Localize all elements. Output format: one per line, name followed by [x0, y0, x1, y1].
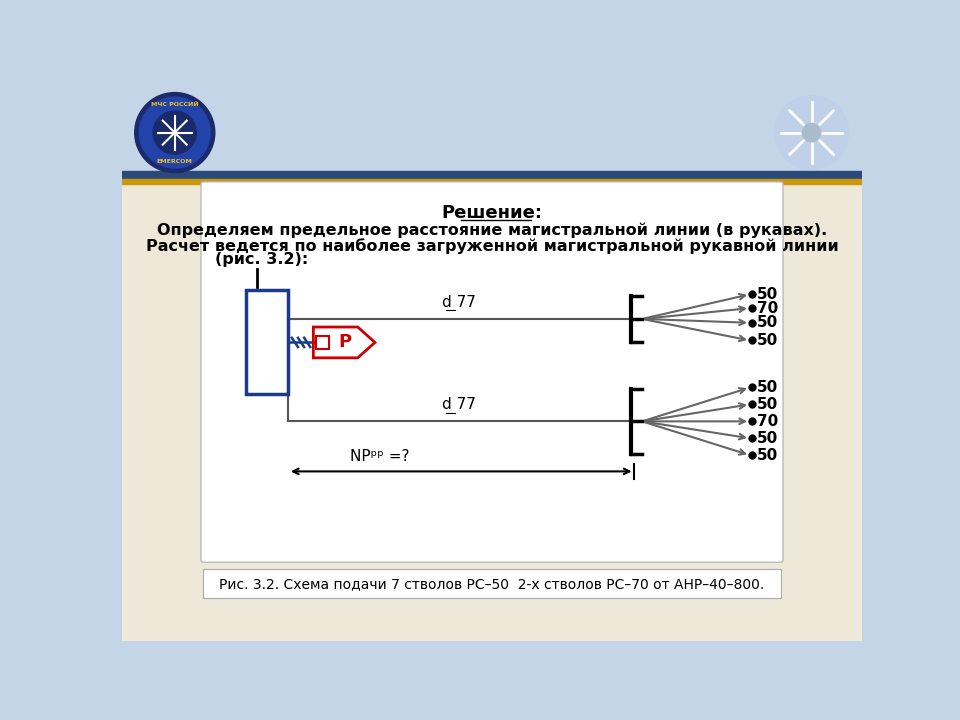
Text: Решение:: Решение:	[442, 204, 542, 222]
Text: d 77: d 77	[443, 294, 476, 310]
Text: 50: 50	[756, 315, 779, 330]
Text: Рис. 3.2. Схема подачи 7 стволов РС–50  2-х стволов РС–70 от АНР–40–800.: Рис. 3.2. Схема подачи 7 стволов РС–50 2…	[220, 577, 764, 591]
Text: 50: 50	[756, 431, 779, 446]
Bar	[123, 184, 861, 641]
Text: 50: 50	[756, 333, 779, 348]
Bar	[204, 570, 780, 598]
Bar	[123, 171, 861, 179]
Text: NРᵖᵖ =?: NРᵖᵖ =?	[349, 449, 409, 464]
Text: P: P	[339, 333, 352, 351]
Text: EMERCOM: EMERCOM	[156, 159, 193, 164]
Circle shape	[803, 123, 821, 142]
Bar	[317, 336, 328, 348]
Bar	[123, 179, 861, 184]
Text: 50: 50	[756, 397, 779, 412]
Text: МЧС РОССИЙ: МЧС РОССИЙ	[151, 102, 199, 107]
Text: 50: 50	[756, 448, 779, 463]
Text: Расчет ведется по наиболее загруженной магистральной рукавной линии: Расчет ведется по наиболее загруженной м…	[146, 238, 838, 253]
Text: 50: 50	[756, 380, 779, 395]
FancyBboxPatch shape	[201, 182, 783, 562]
Circle shape	[139, 97, 210, 168]
Bar	[246, 290, 288, 395]
Text: 70: 70	[756, 301, 779, 315]
Text: Определяем предельное расстояние магистральной линии (в рукавах).: Определяем предельное расстояние магистр…	[156, 222, 828, 238]
Circle shape	[134, 93, 215, 173]
Bar	[123, 86, 861, 171]
Text: 50: 50	[756, 287, 779, 302]
Circle shape	[154, 111, 196, 154]
Text: 70: 70	[756, 414, 779, 429]
Text: d 77: d 77	[443, 397, 476, 412]
Circle shape	[775, 96, 849, 169]
Text: (рис. 3.2):: (рис. 3.2):	[215, 252, 308, 267]
